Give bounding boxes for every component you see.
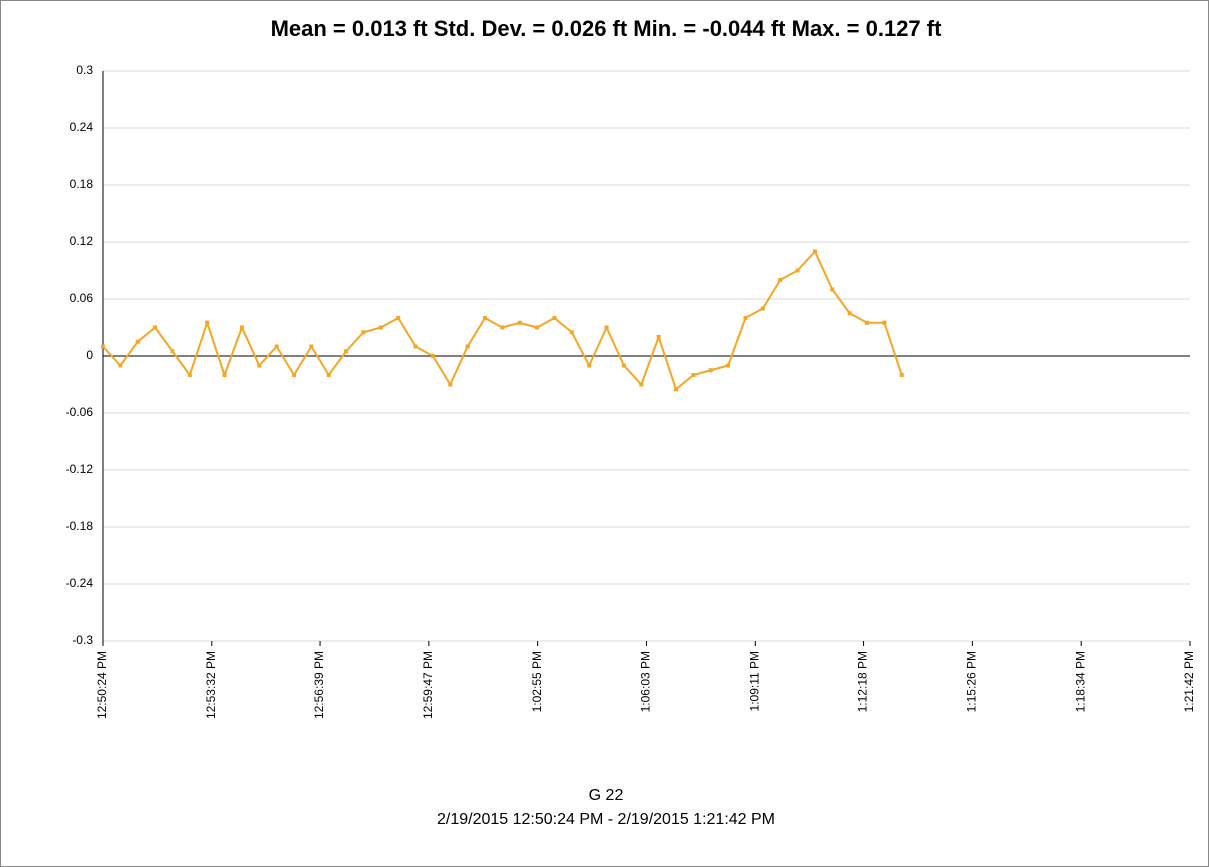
- y-tick-label: -0.12: [66, 462, 94, 476]
- data-point: [743, 316, 748, 320]
- data-point: [621, 363, 626, 368]
- y-tick-label: 0.18: [70, 177, 94, 191]
- data-point: [500, 325, 505, 330]
- subtitle: 2/19/2015 12:50:24 PM - 2/19/2015 1:21:4…: [437, 811, 775, 828]
- data-point: [691, 373, 696, 377]
- x-tick-label: 12:56:39 PM: [312, 651, 326, 719]
- data-point: [483, 316, 488, 320]
- data-point: [517, 320, 522, 325]
- data-point: [569, 330, 574, 335]
- data-point: [795, 268, 800, 273]
- data-point: [830, 287, 835, 292]
- data-point: [535, 325, 540, 330]
- data-point: [361, 330, 366, 335]
- data-point: [222, 373, 227, 377]
- data-point: [309, 344, 314, 349]
- x-tick-label: 1:15:26 PM: [965, 651, 979, 712]
- data-point: [170, 349, 175, 354]
- y-tick-label: -0.24: [66, 576, 94, 590]
- x-tick-label: 1:02:55 PM: [530, 651, 544, 712]
- x-tick-label: 1:18:34 PM: [1073, 651, 1087, 712]
- data-point: [153, 325, 158, 330]
- data-point: [118, 363, 123, 368]
- data-point: [726, 363, 731, 368]
- y-tick-label: 0.12: [70, 234, 94, 248]
- data-point: [344, 349, 349, 354]
- data-point: [865, 320, 870, 325]
- x-axis-label: G 22: [589, 787, 624, 804]
- y-tick-label: 0.3: [76, 63, 93, 77]
- data-point: [587, 363, 592, 368]
- data-point: [448, 382, 453, 387]
- chart-title: Mean = 0.013 ft Std. Dev. = 0.026 ft Min…: [271, 16, 943, 41]
- y-tick-label: 0.24: [70, 120, 94, 134]
- data-point: [552, 316, 557, 320]
- data-point: [882, 320, 887, 325]
- data-point: [639, 382, 644, 387]
- data-point: [760, 306, 765, 311]
- x-tick-label: 1:09:11 PM: [747, 651, 761, 711]
- data-point: [778, 278, 783, 282]
- data-point: [292, 373, 297, 377]
- data-point: [465, 344, 470, 349]
- data-point: [899, 373, 904, 377]
- y-tick-label: -0.06: [66, 405, 94, 419]
- y-tick-label: 0: [86, 348, 93, 362]
- x-tick-label: 12:53:32 PM: [204, 651, 218, 719]
- y-tick-label: -0.18: [66, 519, 94, 533]
- data-point: [274, 344, 279, 349]
- x-tick-label: 12:59:47 PM: [421, 651, 435, 719]
- data-point: [396, 316, 401, 320]
- x-tick-label: 1:21:42 PM: [1182, 651, 1196, 712]
- y-tick-label: 0.06: [70, 291, 94, 305]
- data-point: [674, 387, 679, 392]
- data-point: [656, 335, 661, 339]
- data-point: [239, 325, 244, 330]
- data-point: [708, 368, 713, 373]
- x-tick-label: 1:06:03 PM: [639, 651, 653, 712]
- data-point: [187, 373, 192, 377]
- data-point: [812, 249, 817, 254]
- x-tick-label: 1:12:18 PM: [856, 651, 870, 712]
- data-point: [257, 363, 262, 368]
- data-point: [604, 325, 609, 330]
- data-point: [430, 354, 435, 358]
- data-point: [135, 339, 140, 344]
- data-point: [205, 320, 210, 325]
- data-point: [847, 311, 852, 316]
- data-point: [326, 373, 331, 377]
- data-point: [101, 344, 105, 349]
- data-point: [413, 344, 418, 349]
- x-tick-label: 12:50:24 PM: [95, 651, 109, 719]
- data-point: [378, 325, 383, 330]
- y-tick-label: -0.3: [72, 633, 93, 647]
